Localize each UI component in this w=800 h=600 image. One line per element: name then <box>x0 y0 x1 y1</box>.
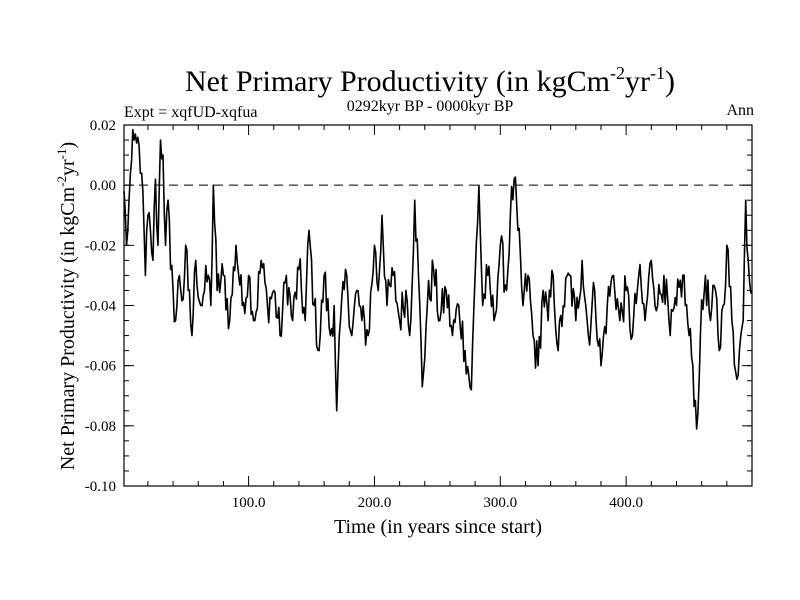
x-tick-label: 400.0 <box>609 495 643 511</box>
time-range-label: 0292kyr BP - 0000kyr BP <box>347 98 514 115</box>
y-tick-label: 0.02 <box>90 118 116 134</box>
y-tick-label: -0.04 <box>85 299 117 315</box>
y-axis-label: Net Primary Productivity (in kgCm-2yr-1) <box>54 142 79 470</box>
axis-tick-labels: 0.02 0.00 -0.02 -0.04 -0.06 -0.08 -0.10 100.0 20… <box>85 118 643 511</box>
y-tick-label: -0.06 <box>85 359 117 375</box>
x-tick-label: 100.0 <box>232 495 266 511</box>
y-tick-label: -0.10 <box>85 479 116 495</box>
y-tick-label: -0.08 <box>85 419 116 435</box>
season-label: Ann <box>726 102 754 119</box>
x-tick-label: 200.0 <box>358 495 392 511</box>
chart-title: Net Primary Productivity (in kgCm-2yr-1) <box>185 63 675 98</box>
npp-series-line <box>123 128 753 430</box>
y-tick-label: 0.00 <box>90 178 116 194</box>
y-tick-label: -0.02 <box>85 238 116 254</box>
experiment-label: Expt = xqfUD-xqfua <box>124 104 257 121</box>
x-tick-label: 300.0 <box>483 495 517 511</box>
x-axis-label: Time (in years since start) <box>334 516 542 538</box>
